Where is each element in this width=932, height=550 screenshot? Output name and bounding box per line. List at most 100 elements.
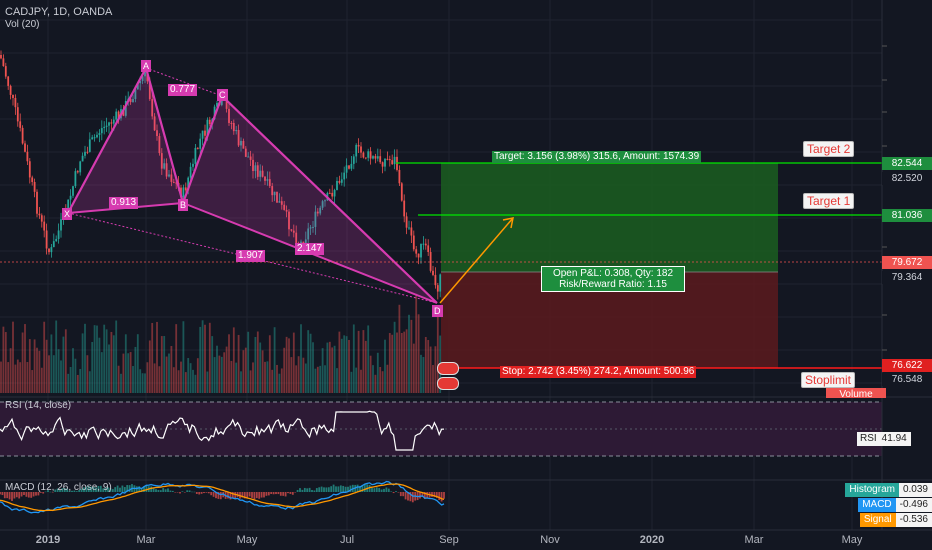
target1-annotation[interactable]: Target 1 xyxy=(803,193,855,209)
candle-body xyxy=(40,215,43,222)
open-pnl-box[interactable]: Open P&L: 0.308, Qty: 182 Risk/Reward Ra… xyxy=(541,266,685,292)
rsi-title[interactable]: RSI (14, close) xyxy=(5,400,72,411)
macd-histogram-bar xyxy=(37,492,40,496)
signal-label: Signal xyxy=(859,513,896,527)
candle-body xyxy=(316,211,319,214)
time-label-may: May xyxy=(236,534,258,546)
volume-bar xyxy=(141,373,144,393)
candle-body xyxy=(319,207,322,214)
candle-body xyxy=(79,161,82,173)
macd-histogram-bar xyxy=(210,492,213,496)
volume-bars xyxy=(0,293,442,393)
macd-histogram-bar xyxy=(181,491,184,492)
candle-body xyxy=(148,81,151,100)
time-label-sep: Sep xyxy=(439,534,459,546)
signal-line xyxy=(0,483,445,512)
volume-bar xyxy=(144,373,146,393)
volume-bar xyxy=(352,324,355,393)
time-label-2020: 2020 xyxy=(639,534,665,546)
volume-bar xyxy=(21,332,24,393)
candle-body xyxy=(105,125,108,127)
candle-body xyxy=(69,195,72,200)
candle-body xyxy=(304,239,307,246)
candle-body xyxy=(434,274,437,286)
volume-bar xyxy=(319,365,322,393)
candle-body xyxy=(60,219,62,231)
macd-histogram-bar xyxy=(59,489,61,492)
rsi-value-box: RSI 41.94 xyxy=(857,432,911,446)
candle-body xyxy=(295,232,298,244)
volume-bar xyxy=(268,335,271,393)
volume-bar xyxy=(372,365,374,393)
volume-bar xyxy=(283,347,286,393)
macd-histogram-bar xyxy=(207,492,210,494)
macd-histogram-bar xyxy=(421,492,424,497)
point-c-label[interactable]: C xyxy=(217,89,228,101)
point-x-label[interactable]: X xyxy=(62,208,73,220)
volume-bar xyxy=(79,369,82,393)
volume-bar xyxy=(48,355,50,393)
candle-body xyxy=(345,165,348,173)
candle-body xyxy=(360,146,362,153)
volume-bar xyxy=(93,325,96,393)
macd-histogram-bar xyxy=(378,488,381,492)
macd-histogram-bar xyxy=(229,492,232,500)
volume-bar xyxy=(396,332,398,393)
stoplimit-annotation[interactable]: Stoplimit xyxy=(801,372,856,388)
candle-body xyxy=(172,181,175,183)
candle-body xyxy=(189,166,192,178)
candle-body xyxy=(343,172,346,180)
volume-indicator-title[interactable]: Vol (20) xyxy=(5,19,40,30)
candle-body xyxy=(240,140,242,146)
point-a-label[interactable]: A xyxy=(141,60,152,72)
macd-histogram-bar xyxy=(284,492,287,497)
volume-bar xyxy=(237,334,240,393)
ratio-xd-label: 1.907 xyxy=(236,250,266,262)
volume-bar xyxy=(216,345,218,393)
candle-body xyxy=(264,176,266,181)
volume-bar xyxy=(67,373,70,393)
candle-body xyxy=(206,119,209,136)
point-b-label[interactable]: B xyxy=(178,199,189,211)
macd-histogram-bar xyxy=(66,488,69,492)
macd-histogram-bar xyxy=(308,487,311,492)
candle-body xyxy=(266,179,269,181)
volume-bar xyxy=(225,346,228,393)
point-d-label[interactable]: D xyxy=(432,305,443,317)
volume-bar xyxy=(64,329,67,393)
candle-body xyxy=(139,80,142,84)
candle-body xyxy=(328,192,331,194)
order-marker-close[interactable] xyxy=(437,377,459,390)
macd-histogram-bar xyxy=(138,486,141,492)
projection-arrow[interactable] xyxy=(439,217,514,304)
volume-bar xyxy=(350,371,353,393)
macd-histogram-bar xyxy=(49,491,52,493)
macd-histogram-bar xyxy=(42,492,45,494)
volume-bar xyxy=(136,334,139,393)
macd-histogram-bar xyxy=(11,492,13,501)
profit-zone[interactable] xyxy=(441,163,778,272)
volume-bar xyxy=(96,325,98,393)
macd-histogram-bar xyxy=(433,492,436,498)
volume-bar xyxy=(273,327,276,393)
macd-value: -0.496 xyxy=(895,498,932,512)
signal-line-readout: Signal -0.536 xyxy=(859,513,932,527)
volume-bar xyxy=(259,342,262,393)
order-marker-sell[interactable] xyxy=(437,362,459,375)
macd-histogram-bar xyxy=(234,492,237,499)
macd-title[interactable]: MACD (12, 26, close, 9) xyxy=(5,482,112,493)
volume-bar xyxy=(12,321,14,393)
volume-bar xyxy=(360,369,362,393)
volume-bar xyxy=(292,332,295,393)
candle-body xyxy=(252,159,254,172)
macd-histogram-bar xyxy=(342,485,345,492)
volume-bar xyxy=(288,338,290,393)
candle-body xyxy=(184,187,187,191)
volume-bar xyxy=(43,321,46,393)
macd-histogram-bar xyxy=(423,492,426,500)
volume-bar xyxy=(400,332,403,393)
target2-annotation[interactable]: Target 2 xyxy=(803,141,855,157)
symbol-title[interactable]: CADJPY, 1D, OANDA xyxy=(5,6,113,18)
